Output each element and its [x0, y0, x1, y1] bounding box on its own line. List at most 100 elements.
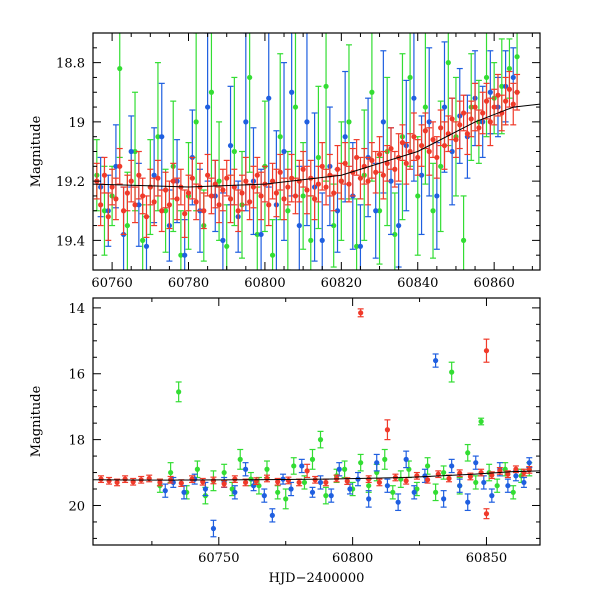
top-xtick-label: 60820 [321, 276, 362, 291]
bottom-red-point-3 [122, 475, 129, 484]
top-green-point-29 [315, 85, 322, 230]
top-red-point-9 [128, 159, 135, 203]
top-red-point-8 [124, 174, 131, 212]
top-ytick-label: 19.2 [56, 175, 85, 190]
bottom-green-point-19 [322, 486, 329, 505]
top-red-point-69 [357, 156, 364, 200]
top-ytick-label: 18.8 [56, 57, 85, 72]
top-red-point-16 [154, 159, 161, 197]
top-red-point-94 [452, 121, 459, 159]
bottom-blue-point-39 [520, 476, 527, 488]
bottom-model-curve [93, 470, 540, 481]
top-red-point-4 [109, 168, 116, 206]
top-red-point-63 [334, 144, 341, 194]
top-ytick-label: 19.4 [56, 234, 85, 249]
top-red-point-75 [380, 150, 387, 200]
top-xtick-label: 60760 [91, 276, 132, 291]
top-xtick-label: 60840 [397, 276, 438, 291]
top-red-point-101 [479, 91, 486, 135]
top-red-point-51 [288, 153, 295, 203]
top-green-point-20 [246, 33, 253, 173]
bottom-red-point-17 [263, 474, 270, 483]
bottom-red-point-12 [210, 476, 217, 485]
top-ylabel: Magnitude [29, 115, 44, 187]
top-red-point-37 [235, 189, 242, 233]
bottom-red-point-44 [512, 465, 519, 474]
bottom-red-point-27 [365, 475, 372, 484]
bottom-red-point-31 [403, 476, 410, 485]
bottom-blue-point-34 [480, 475, 487, 490]
top-red-point-71 [365, 156, 372, 206]
top-green-point-26 [292, 33, 299, 197]
top-xtick-label: 60780 [168, 276, 209, 291]
bottom-red-point-13 [221, 479, 228, 488]
top-red-point-85 [418, 124, 425, 167]
bottom-green-point-14 [282, 488, 289, 510]
top-red-point-30 [208, 177, 215, 215]
bottom-green-point-26 [381, 448, 388, 470]
top-red-point-56 [307, 159, 314, 197]
top-red-point-25 [189, 156, 196, 200]
top-red-point-103 [487, 97, 494, 147]
top-red-point-91 [441, 121, 448, 170]
top-red-point-95 [456, 100, 463, 150]
bottom-red-point-37 [467, 472, 474, 481]
bottom-green-point-40 [494, 478, 501, 493]
bottom-green-point-23 [357, 453, 364, 472]
bottom-panel-data [98, 308, 533, 538]
top-red-point-109 [510, 82, 517, 126]
top-red-point-3 [105, 192, 112, 241]
top-panel-ticks: 60760 60780 60800 60820 60840 60860 18.8 19 19.2… [56, 32, 540, 291]
bottom-blue-point-33 [472, 455, 479, 470]
bottom-blue-point-17 [328, 488, 335, 503]
top-red-point-2 [101, 156, 108, 194]
bottom-blue-point-18 [336, 462, 343, 477]
top-red-point-6 [116, 147, 123, 185]
top-red-point-66 [345, 165, 352, 203]
bottom-green-point-32 [432, 483, 439, 502]
top-red-point-13 [143, 195, 150, 239]
bottom-blue-point-21 [365, 490, 372, 508]
bottom-ytick-label: 14 [68, 302, 85, 317]
top-red-point-87 [426, 127, 433, 176]
top-red-point-68 [353, 139, 360, 176]
bottom-blue-point-26 [411, 485, 418, 500]
bottom-blue-point-15 [309, 486, 316, 498]
top-red-point-33 [219, 168, 226, 212]
bottom-blue-point-30 [448, 458, 455, 474]
bottom-green-point-27 [389, 485, 396, 500]
top-red-point-107 [502, 76, 509, 126]
top-green-point-28 [307, 195, 314, 270]
top-red-point-46 [269, 162, 276, 200]
top-red-point-32 [216, 186, 223, 224]
top-red-point-12 [139, 177, 146, 215]
top-red-point-65 [342, 142, 349, 185]
bottom-blue-point-13 [288, 481, 295, 497]
top-red-point-105 [494, 73, 501, 117]
bottom-green-point-2 [175, 381, 182, 403]
top-red-point-42 [254, 156, 261, 194]
bottom-red-point-6 [146, 474, 153, 483]
bottom-green-point-21 [341, 460, 348, 479]
top-green-point-30 [323, 33, 330, 182]
bottom-blue-point-23 [384, 478, 391, 493]
top-red-point-38 [239, 174, 245, 212]
top-red-point-24 [185, 174, 192, 212]
bottom-green-point-31 [424, 457, 431, 475]
bottom-red-point-38 [478, 468, 485, 477]
bottom-blue-point-40 [526, 457, 533, 469]
top-xtick-label: 60800 [244, 276, 285, 291]
top-red-point-41 [250, 165, 257, 209]
bottom-red-point-21 [304, 463, 311, 479]
bottom-green-point-17 [309, 448, 316, 470]
bottom-blue-point-28 [432, 353, 439, 368]
bottom-blue-point-35 [488, 488, 495, 503]
bottom-ylabel: Magnitude [29, 385, 44, 457]
top-red-point-59 [319, 142, 326, 191]
top-red-point-18 [162, 171, 169, 209]
top-red-point-28 [200, 192, 207, 230]
top-red-point-26 [193, 183, 200, 221]
top-red-point-23 [181, 189, 188, 239]
bottom-xtick-label: 60800 [332, 551, 373, 566]
bottom-green-point-37 [472, 475, 479, 490]
